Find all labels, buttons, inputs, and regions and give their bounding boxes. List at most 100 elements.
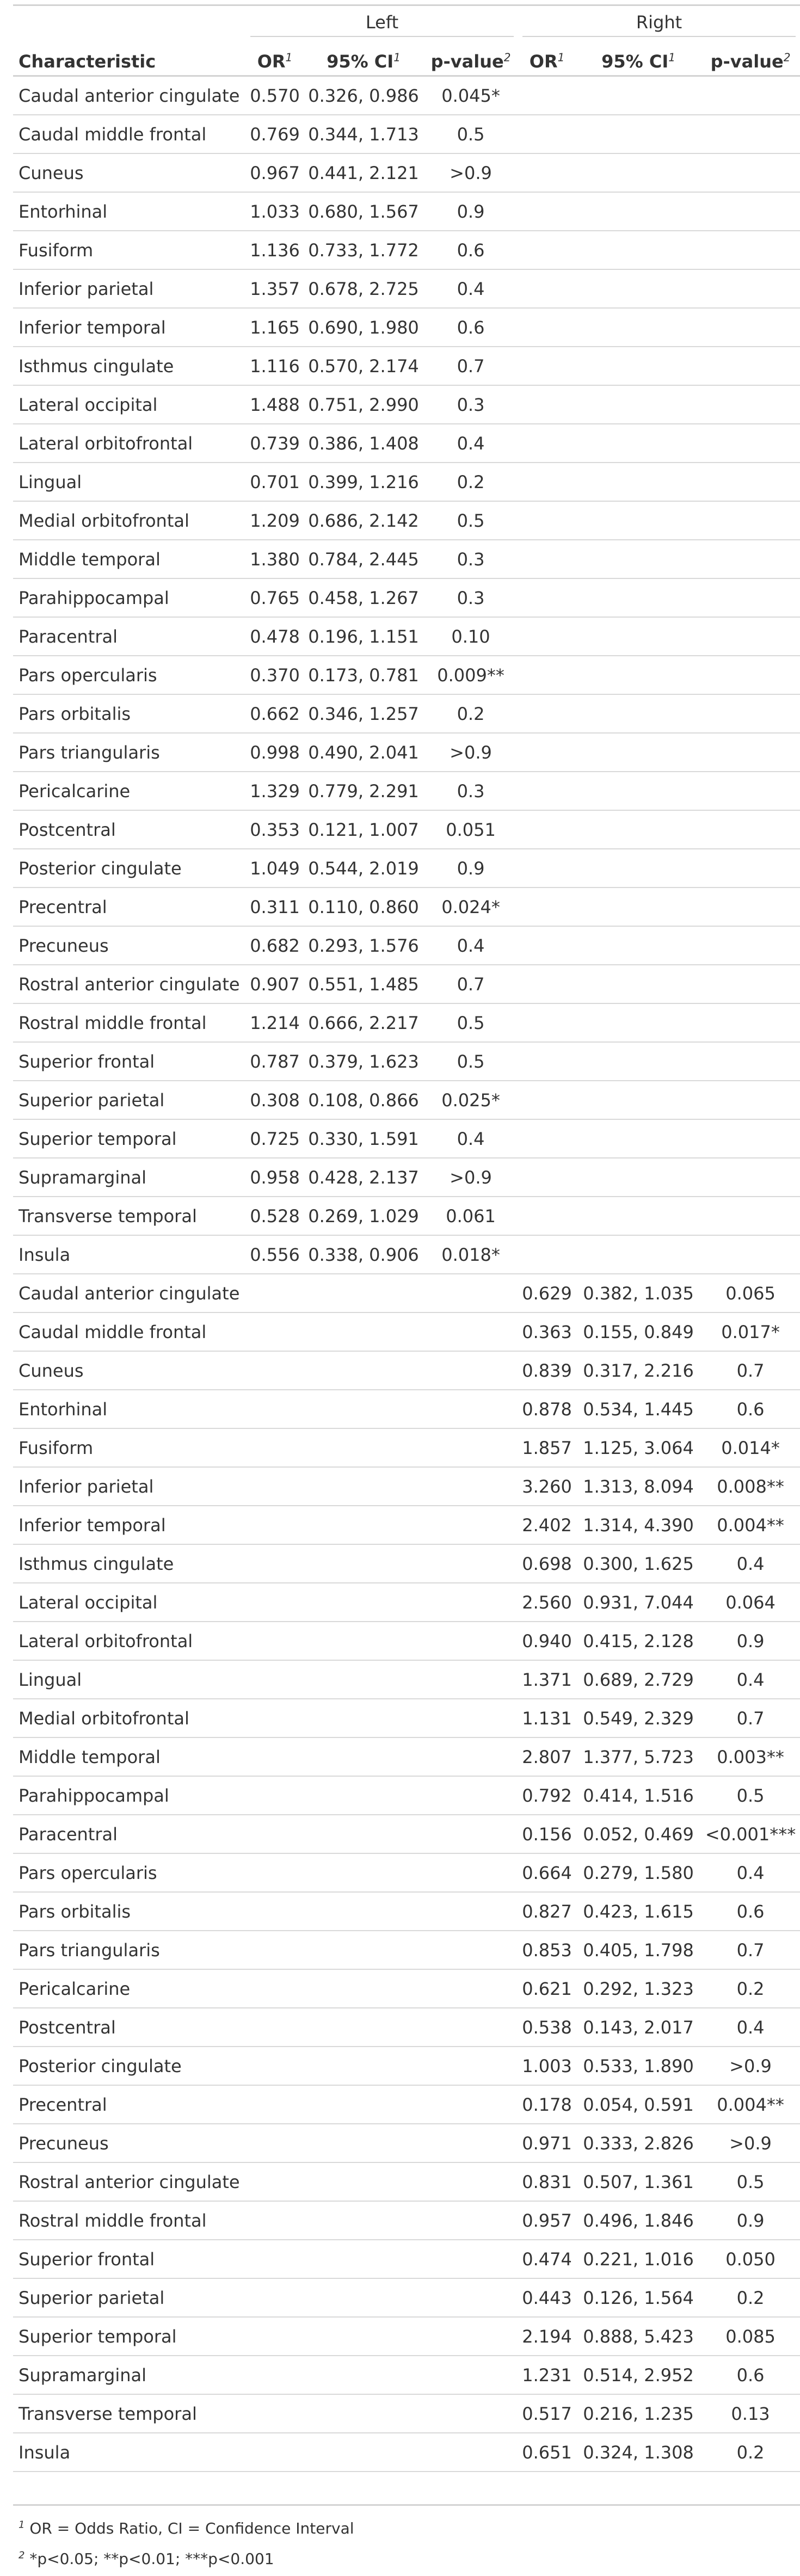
- right-ci-cell: 0.292, 1.323: [576, 1969, 701, 2008]
- right-ci-cell: [576, 810, 701, 849]
- characteristic-cell: Inferior parietal: [13, 269, 246, 309]
- right-or-cell: 0.698: [518, 1544, 576, 1583]
- table-row: Precentral 0.178 0.054, 0.591 0.004**: [13, 2085, 800, 2124]
- characteristic-cell: Pars triangularis: [13, 1931, 246, 1970]
- left-ci-cell: [304, 1853, 423, 1893]
- table-row: Lingual 1.371 0.689, 2.729 0.4: [13, 1660, 800, 1699]
- table-row: Postcentral 0.353 0.121, 1.007 0.051: [13, 810, 800, 849]
- right-or-cell: [518, 965, 576, 1004]
- right-ci-cell: 0.221, 1.016: [576, 2240, 701, 2279]
- left-or-cell: 0.662: [246, 694, 304, 734]
- left-ci-cell: 0.379, 1.623: [304, 1042, 423, 1081]
- characteristic-cell: Caudal middle frontal: [13, 115, 246, 154]
- characteristic-cell: Lateral occipital: [13, 385, 246, 424]
- right-ci-cell: 0.514, 2.952: [576, 2356, 701, 2395]
- table-row: Caudal middle frontal 0.769 0.344, 1.713 0.…: [13, 115, 800, 154]
- left-ci-cell: [304, 1274, 423, 1313]
- left-p-cell: [423, 1351, 519, 1390]
- group-header-row: Left Right: [13, 4, 800, 37]
- right-p-cell: 0.9: [701, 2201, 800, 2240]
- left-or-cell: 0.701: [246, 463, 304, 502]
- left-p-cell: [423, 2047, 519, 2086]
- left-or-cell: [246, 2356, 304, 2395]
- left-p-cell: [423, 2394, 519, 2433]
- table-row: Isthmus cingulate 1.116 0.570, 2.174 0.7: [13, 347, 800, 386]
- right-or-cell: 0.474: [518, 2240, 576, 2279]
- characteristic-cell: Insula: [13, 1235, 246, 1274]
- characteristic-cell: Pars opercularis: [13, 1853, 246, 1893]
- left-ci-cell: [304, 1544, 423, 1583]
- left-ci-cell: [304, 1312, 423, 1352]
- table-row: Isthmus cingulate 0.698 0.300, 1.625 0.4: [13, 1544, 800, 1583]
- left-or-cell: 0.308: [246, 1081, 304, 1120]
- table-row: Lateral orbitofrontal 0.940 0.415, 2.128 0.…: [13, 1622, 800, 1661]
- right-ci-cell: [576, 347, 701, 386]
- right-or-cell: [518, 231, 576, 270]
- left-or-cell: [246, 2085, 304, 2124]
- left-or-cell: [246, 1351, 304, 1390]
- right-ci-cell: [576, 269, 701, 309]
- table-row: Fusiform 1.857 1.125, 3.064 0.014*: [13, 1428, 800, 1468]
- characteristic-cell: Parahippocampal: [13, 1776, 246, 1815]
- left-p-cell: [423, 2085, 519, 2124]
- right-p-cell: 0.7: [701, 1351, 800, 1390]
- left-p-cell: 0.045*: [423, 76, 519, 115]
- right-ci-cell: 0.549, 2.329: [576, 1699, 701, 1738]
- left-p-cell: 0.051: [423, 810, 519, 849]
- table-row: Lingual 0.701 0.399, 1.216 0.2: [13, 463, 800, 502]
- right-or-cell: [518, 617, 576, 656]
- left-or-cell: [246, 2394, 304, 2433]
- characteristic-cell: Isthmus cingulate: [13, 1544, 246, 1583]
- left-ci-cell: [304, 1699, 423, 1738]
- table-row: Entorhinal 1.033 0.680, 1.567 0.9: [13, 192, 800, 231]
- characteristic-cell: Transverse temporal: [13, 1197, 246, 1236]
- left-ci-cell: 0.551, 1.485: [304, 965, 423, 1004]
- left-ci-cell: 0.108, 0.866: [304, 1081, 423, 1120]
- right-ci-cell: 0.143, 2.017: [576, 2008, 701, 2047]
- right-ci-cell: [576, 656, 701, 695]
- left-p-cell: [423, 1312, 519, 1352]
- right-p-cell: [701, 578, 800, 618]
- right-ci-cell: [576, 463, 701, 502]
- characteristic-header: Characteristic: [13, 37, 246, 77]
- right-ci-cell: [576, 308, 701, 347]
- right-p-cell: 0.085: [701, 2317, 800, 2356]
- table-row: Precuneus 0.971 0.333, 2.826 >0.9: [13, 2124, 800, 2163]
- left-ci-cell: [304, 1660, 423, 1699]
- right-p-cell: 0.6: [701, 1390, 800, 1429]
- table-body: Caudal anterior cingulate 0.570 0.326, 0.9…: [13, 76, 800, 2472]
- right-or-cell: [518, 192, 576, 231]
- right-ci-cell: [576, 733, 701, 772]
- table-row: Rostral anterior cingulate 0.907 0.551, 1.…: [13, 965, 800, 1004]
- table-row: Pars opercularis 0.370 0.173, 0.781 0.009**: [13, 656, 800, 695]
- right-p-footnote-mark: 2: [783, 51, 791, 64]
- left-or-cell: 1.357: [246, 269, 304, 309]
- table-row: Rostral anterior cingulate 0.831 0.507, 1.…: [13, 2162, 800, 2202]
- right-group-label: Right: [522, 12, 796, 37]
- table-row: Pericalcarine 0.621 0.292, 1.323 0.2: [13, 1969, 800, 2008]
- left-p-cell: [423, 1660, 519, 1699]
- characteristic-cell: Precentral: [13, 888, 246, 927]
- characteristic-cell: Cuneus: [13, 1351, 246, 1390]
- right-ci-cell: [576, 965, 701, 1004]
- left-ci-cell: [304, 1737, 423, 1777]
- left-p-cell: [423, 1737, 519, 1777]
- left-ci-cell: [304, 1506, 423, 1545]
- right-ci-header: 95% CI1: [576, 37, 701, 77]
- right-or-cell: [518, 849, 576, 888]
- left-ci-cell: [304, 2356, 423, 2395]
- right-or-cell: 0.957: [518, 2201, 576, 2240]
- right-or-cell: [518, 540, 576, 579]
- left-p-cell: 0.4: [423, 1119, 519, 1158]
- table-row: Parahippocampal 0.792 0.414, 1.516 0.5: [13, 1776, 800, 1815]
- right-or-cell: 0.651: [518, 2433, 576, 2472]
- left-p-cell: [423, 2124, 519, 2163]
- left-or-cell: 0.769: [246, 115, 304, 154]
- left-ci-cell: [304, 1583, 423, 1622]
- left-or-cell: [246, 2047, 304, 2086]
- table-row: Pars orbitalis 0.827 0.423, 1.615 0.6: [13, 1892, 800, 1931]
- characteristic-cell: Paracentral: [13, 617, 246, 656]
- left-ci-cell: 0.544, 2.019: [304, 849, 423, 888]
- table-row: Supramarginal 1.231 0.514, 2.952 0.6: [13, 2356, 800, 2395]
- left-p-cell: 0.3: [423, 540, 519, 579]
